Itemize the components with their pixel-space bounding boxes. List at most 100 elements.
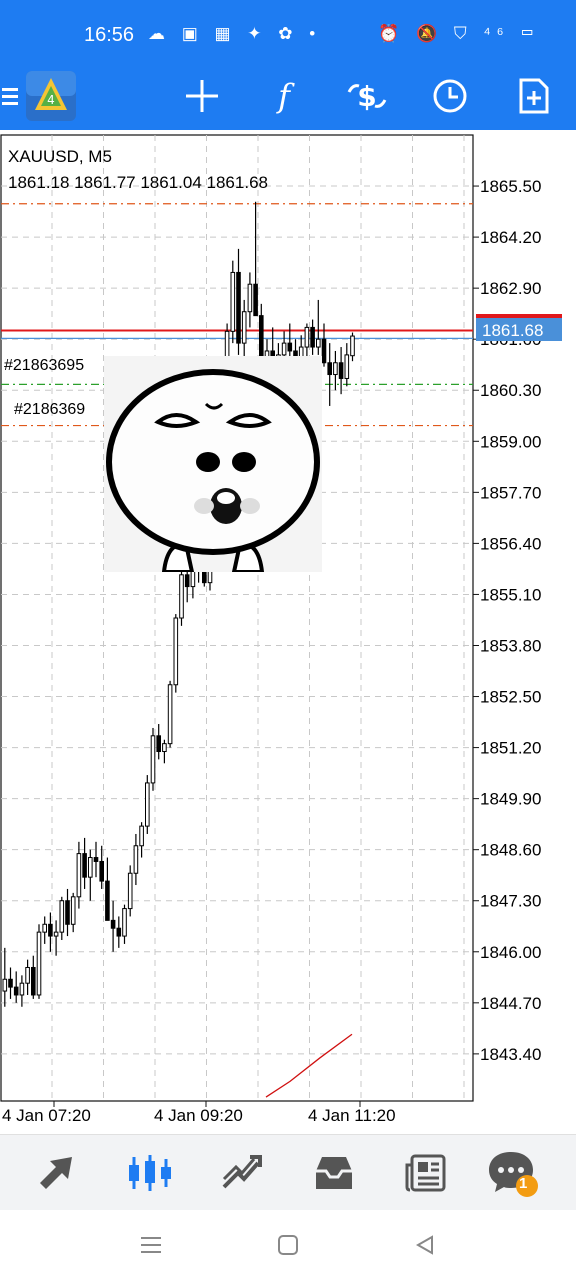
ohlc-readout: 1861.18 1861.77 1861.04 1861.68 (8, 173, 268, 192)
candle-body (70, 896, 76, 925)
candle-body (65, 900, 70, 925)
y-tick-label: 1864.20 (480, 228, 541, 247)
history-icon[interactable] (304, 1145, 364, 1201)
candle-body (31, 966, 36, 996)
home-icon[interactable] (273, 1230, 303, 1260)
new-order-icon[interactable] (512, 68, 556, 124)
y-tick-label: 1844.70 (480, 994, 541, 1013)
candle-body (145, 782, 150, 827)
candle-body (25, 966, 30, 984)
candle-body (59, 900, 65, 933)
timeframe-icon[interactable] (428, 68, 472, 124)
chart-canvas[interactable]: 1865.501864.201862.901861.601860.301859.… (0, 130, 576, 1134)
candle-body (321, 338, 327, 364)
candle-body (162, 743, 167, 753)
y-tick-label: 1860.30 (480, 381, 541, 400)
candle-body (230, 271, 236, 332)
candle-body (76, 853, 82, 898)
unread-badge: 1 (519, 1175, 528, 1192)
y-tick-label: 1862.90 (480, 279, 541, 298)
svg-text:$: $ (357, 80, 376, 113)
candle-body (88, 857, 93, 878)
trade-icon[interactable]: $ (342, 68, 392, 124)
candle-body (53, 931, 59, 937)
candle-body (105, 880, 110, 921)
moving-average-line (265, 1033, 353, 1098)
candle-body (184, 574, 190, 588)
chart-icon[interactable] (120, 1145, 180, 1201)
y-tick-label: 1856.40 (480, 534, 541, 553)
candle-body (281, 342, 287, 356)
svg-text:4: 4 (47, 93, 55, 107)
candle-body (167, 684, 173, 745)
candle-body (82, 853, 87, 878)
menu-icon[interactable] (0, 68, 22, 124)
candle-body (247, 283, 253, 313)
price-chart[interactable]: 1865.501864.201862.901861.601860.301859.… (0, 130, 576, 1134)
quotes-icon[interactable] (28, 1145, 88, 1201)
candle-body (116, 927, 122, 937)
trade-icon[interactable] (212, 1145, 272, 1201)
candle-body (241, 311, 247, 344)
crosshair-icon[interactable] (180, 68, 224, 124)
x-tick-label: 4 Jan 11:20 (308, 1106, 396, 1125)
y-tick-label: 1847.30 (480, 892, 541, 911)
y-tick-label: 1853.80 (480, 636, 541, 655)
candle-body (338, 362, 344, 379)
candle-body (253, 283, 258, 317)
candle-body (333, 362, 338, 376)
candle-body (19, 982, 25, 996)
candle-body (344, 354, 350, 379)
candle-body (259, 315, 264, 360)
candle-body (173, 617, 179, 686)
x-tick-label: 4 Jan 09:20 (154, 1106, 243, 1125)
app-logo-icon[interactable]: 4 (24, 68, 78, 124)
candle-body (316, 338, 321, 348)
candle-body (304, 326, 310, 348)
sticker-image (104, 356, 322, 572)
candle-body (327, 362, 332, 376)
system-status-icons: ⏰ 🔕 ⛉ ⁴⁶ ▭ (378, 24, 540, 43)
candle-body (310, 326, 315, 348)
candle-body (110, 919, 116, 929)
candle-body (350, 335, 355, 357)
y-tick-label: 1851.20 (480, 739, 541, 758)
y-tick-label: 1855.10 (480, 585, 541, 604)
bottom-nav: 1 (0, 1134, 576, 1211)
y-tick-label: 1857.70 (480, 483, 541, 502)
status-time: 16:56 (84, 24, 135, 46)
candle-body (287, 342, 293, 352)
system-nav-bar (0, 1210, 576, 1280)
y-tick-label: 1843.40 (480, 1045, 541, 1064)
messages-icon[interactable]: 1 (482, 1145, 542, 1201)
candle-body (93, 857, 99, 862)
price-tag-marker (476, 314, 562, 318)
y-tick-label: 1859.00 (480, 432, 541, 451)
x-tick-label: 4 Jan 07:20 (2, 1106, 91, 1125)
indicators-icon[interactable]: f (278, 77, 290, 115)
top-toolbar: 4 f $ (0, 68, 576, 130)
status-bar: 16:56 ☁ ▣ ▦ ✦ ✿ • ⏰ 🔕 ⛉ ⁴⁶ ▭ (0, 0, 576, 68)
candle-body (13, 986, 19, 996)
back-icon[interactable] (410, 1230, 440, 1260)
current-price-label: 1861.68 (482, 321, 543, 340)
y-tick-label: 1852.50 (480, 688, 541, 707)
candle-body (179, 574, 184, 619)
candle-body (42, 923, 48, 933)
recents-icon[interactable] (136, 1230, 166, 1260)
y-tick-label: 1865.50 (480, 177, 541, 196)
current-price-tag (476, 317, 562, 341)
candle-body (122, 908, 127, 937)
order-label[interactable]: #2186369 (14, 401, 85, 418)
news-icon[interactable] (396, 1145, 456, 1201)
y-tick-label: 1848.60 (480, 841, 541, 860)
candle-body (8, 978, 13, 988)
order-label[interactable]: #21863695 (4, 357, 84, 374)
candle-body (150, 735, 156, 784)
symbol-timeframe: XAUUSD, M5 (8, 147, 112, 166)
candle-body (36, 931, 42, 996)
candle-body (2, 978, 8, 992)
candle-body (133, 845, 139, 874)
candle-body (156, 735, 161, 753)
notification-icons: ☁ ▣ ▦ ✦ ✿ • (148, 24, 322, 43)
